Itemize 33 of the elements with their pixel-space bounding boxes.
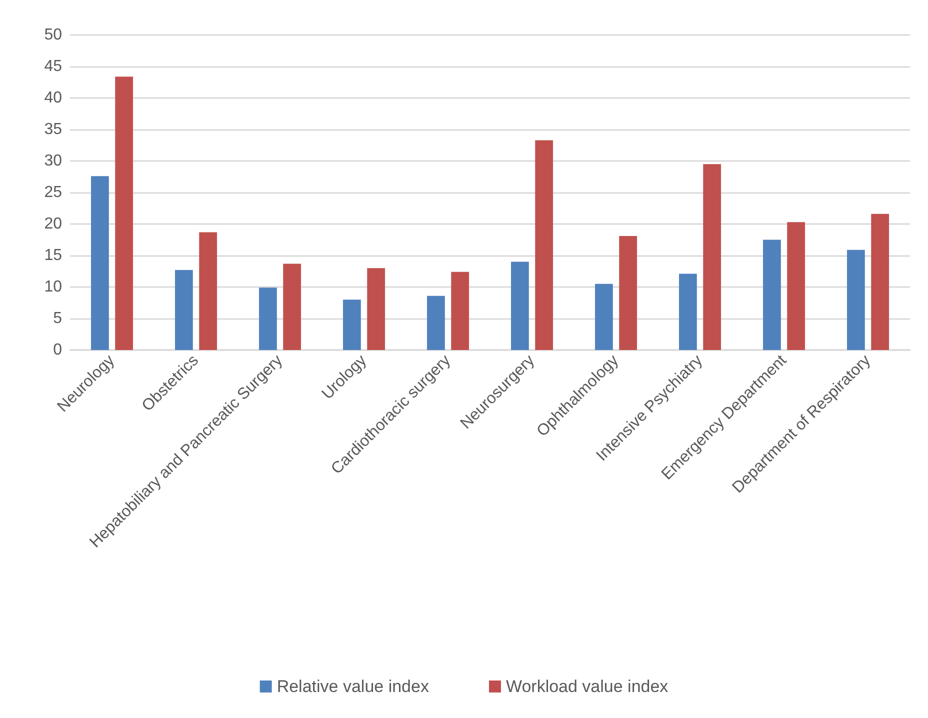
y-tick-label: 30	[44, 152, 62, 170]
y-tick-label: 50	[44, 26, 62, 44]
bar	[679, 274, 697, 350]
bar	[511, 262, 529, 350]
legend-label: Relative value index	[276, 677, 430, 696]
bar	[847, 250, 865, 350]
y-tick-label: 25	[44, 184, 62, 201]
y-tick-label: 45	[44, 58, 62, 75]
bar	[259, 288, 277, 350]
y-tick-label: 15	[44, 247, 62, 264]
bar	[343, 300, 361, 350]
bar	[535, 140, 553, 350]
y-tick-label: 0	[53, 342, 62, 358]
bar	[427, 296, 445, 350]
bar	[451, 272, 469, 350]
y-tick-label: 20	[44, 216, 62, 232]
bar	[175, 270, 193, 350]
y-tick-label: 40	[44, 90, 62, 106]
bar	[787, 222, 805, 350]
bar	[871, 214, 889, 350]
y-tick-label: 10	[44, 278, 62, 296]
y-tick-label: 5	[53, 310, 62, 327]
bar	[283, 264, 301, 350]
bar	[595, 284, 613, 350]
bar	[367, 268, 385, 350]
bar	[115, 76, 133, 350]
bar	[619, 236, 637, 350]
bar	[91, 176, 109, 350]
legend-label: Workload value index	[506, 677, 669, 696]
y-tick-label: 35	[44, 121, 62, 138]
bar	[763, 240, 781, 350]
bar	[703, 164, 721, 350]
bar	[199, 232, 217, 350]
